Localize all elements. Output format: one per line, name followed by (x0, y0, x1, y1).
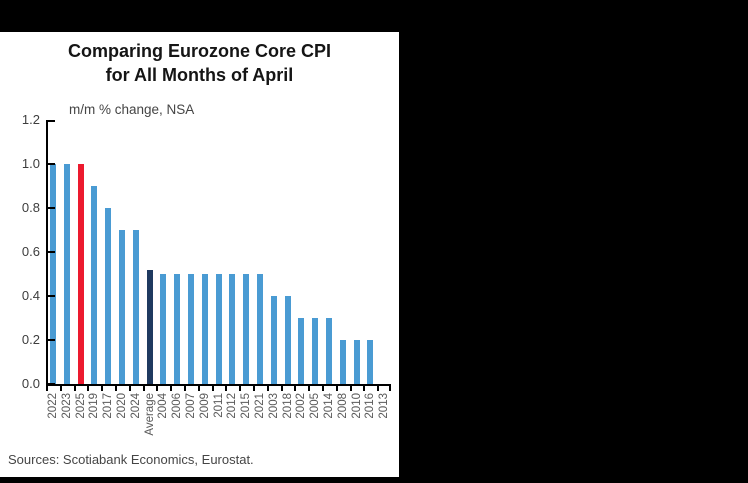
x-axis-tick (281, 386, 283, 391)
chart-title-line2: for All Months of April (105, 65, 294, 85)
x-axis-label-2023: 2023 (61, 393, 73, 419)
y-axis-label-0.8: 0.8 (21, 200, 40, 215)
x-axis-tick (377, 386, 379, 391)
x-axis-tick (239, 386, 241, 391)
bar-2020 (119, 230, 125, 384)
x-axis-label-2013: 2013 (378, 393, 390, 419)
y-axis-tick (48, 163, 55, 165)
bar-2025 (78, 164, 84, 384)
x-axis-tick (170, 386, 172, 391)
bar-2016 (367, 340, 373, 384)
x-axis-label-2019: 2019 (88, 393, 100, 419)
x-axis-tick (267, 386, 269, 391)
bar-2023 (64, 164, 70, 384)
bar-2012 (229, 274, 235, 384)
x-axis-tick (74, 386, 76, 391)
x-axis-label-2002: 2002 (295, 393, 307, 419)
bar-2011 (216, 274, 222, 384)
bar-2006 (174, 274, 180, 384)
bar-2010 (354, 340, 360, 384)
x-axis-tick (60, 386, 62, 391)
x-axis-tick (143, 386, 145, 391)
x-axis-tick (87, 386, 89, 391)
axis-units-label: m/m % change, NSA (69, 102, 195, 117)
x-axis-label-2014: 2014 (323, 393, 335, 419)
y-axis-label-0.0: 0.0 (21, 376, 40, 391)
x-axis-label-2020: 2020 (116, 393, 128, 419)
x-axis-tick (184, 386, 186, 391)
y-axis-line (46, 120, 48, 386)
x-axis-label-2010: 2010 (351, 393, 363, 419)
y-axis-label-0.4: 0.4 (21, 288, 40, 303)
bar-Average (147, 270, 153, 384)
x-axis-label-2003: 2003 (268, 393, 280, 419)
bar-2004 (160, 274, 166, 384)
x-axis-label-2006: 2006 (171, 393, 183, 419)
bar-2003 (271, 296, 277, 384)
x-axis-tick (322, 386, 324, 391)
bar-2017 (105, 208, 111, 384)
bar-2021 (257, 274, 263, 384)
y-axis-tick (48, 120, 55, 122)
bar-2014 (326, 318, 332, 384)
y-axis-tick (48, 339, 55, 341)
y-axis-label-1.2: 1.2 (21, 112, 40, 127)
x-axis-label-2024: 2024 (130, 393, 142, 419)
x-axis-label-2021: 2021 (254, 393, 266, 419)
y-axis-label-0.2: 0.2 (21, 332, 40, 347)
y-axis-label-0.6: 0.6 (21, 244, 40, 259)
x-axis-tick (336, 386, 338, 391)
chart-title-line1: Comparing Eurozone Core CPI (67, 41, 332, 61)
chart-panel: Comparing Eurozone Core CPI for All Mont… (0, 32, 399, 477)
x-axis-tick (198, 386, 200, 391)
x-axis-label-Average: Average (144, 393, 156, 436)
x-axis-label-2009: 2009 (199, 393, 211, 419)
x-axis-tick (212, 386, 214, 391)
x-axis-label-2018: 2018 (282, 393, 294, 419)
y-axis-label-1.0: 1.0 (21, 156, 40, 171)
bar-2024 (133, 230, 139, 384)
x-axis-label-2017: 2017 (102, 393, 114, 419)
x-axis-label-2022: 2022 (47, 393, 59, 419)
x-axis-tick (46, 386, 48, 391)
plot-area (46, 120, 392, 391)
x-axis-tick (308, 386, 310, 391)
x-axis-tick (363, 386, 365, 391)
x-axis-label-2025: 2025 (75, 393, 87, 419)
bar-2005 (312, 318, 318, 384)
x-axis-line (46, 384, 391, 386)
y-axis-tick (48, 295, 55, 297)
x-axis-label-2016: 2016 (364, 393, 376, 419)
x-axis-label-2008: 2008 (337, 393, 349, 419)
x-axis-tick (350, 386, 352, 391)
x-axis-tick (389, 386, 391, 391)
x-axis-tick (294, 386, 296, 391)
bar-2018 (285, 296, 291, 384)
sources-note: Sources: Scotiabank Economics, Eurostat. (8, 452, 254, 467)
x-axis-tick (129, 386, 131, 391)
bar-2007 (188, 274, 194, 384)
x-axis-label-2012: 2012 (226, 393, 238, 419)
x-axis-label-2004: 2004 (157, 393, 169, 419)
bar-2015 (243, 274, 249, 384)
y-axis-tick (48, 251, 55, 253)
bar-2008 (340, 340, 346, 384)
bar-2009 (202, 274, 208, 384)
x-axis-label-2005: 2005 (309, 393, 321, 419)
y-axis-tick (48, 207, 55, 209)
bar-2002 (298, 318, 304, 384)
x-axis-tick (115, 386, 117, 391)
x-axis-tick (225, 386, 227, 391)
x-axis-label-2015: 2015 (240, 393, 252, 419)
x-axis-tick (156, 386, 158, 391)
bar-2022 (50, 164, 56, 384)
x-axis-tick (253, 386, 255, 391)
y-axis-tick (48, 383, 55, 385)
bar-2019 (91, 186, 97, 384)
x-axis-label-2011: 2011 (213, 393, 225, 418)
x-axis-tick (101, 386, 103, 391)
chart-title: Comparing Eurozone Core CPI for All Mont… (0, 39, 399, 87)
x-axis-label-2007: 2007 (185, 393, 197, 419)
